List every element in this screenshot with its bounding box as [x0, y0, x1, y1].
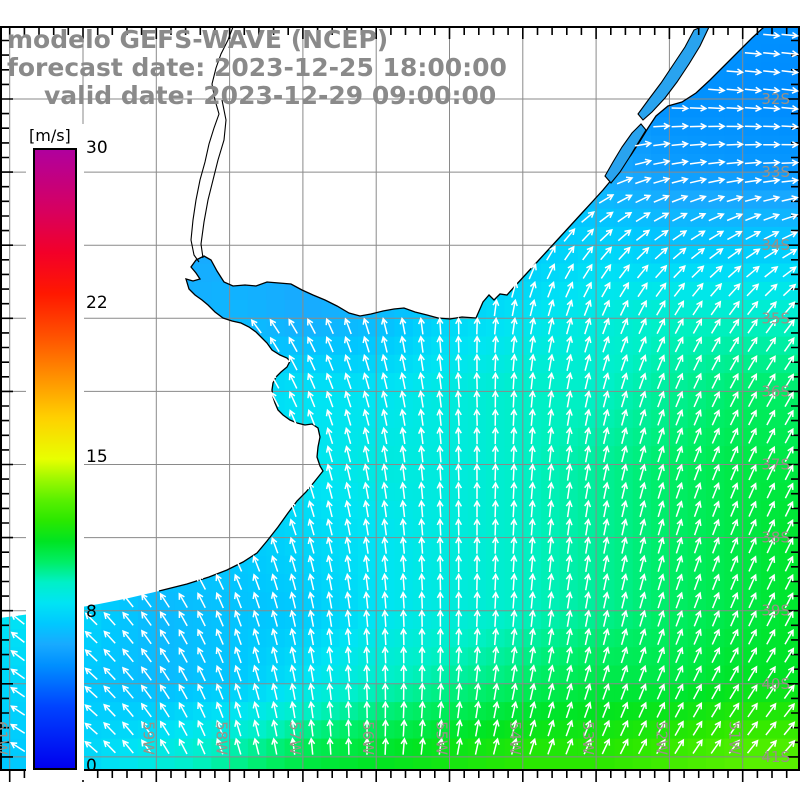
grid-lines-layer — [1, 27, 799, 770]
geo-labels-layer: 61W60W59W58W57W56W55W54W53W52W51W32S33S3… — [0, 90, 790, 766]
axis-ticks — [2, 28, 798, 782]
colorbar-tick-label: 15 — [86, 447, 108, 467]
wind-arrows-layer — [9, 31, 800, 755]
colorbar-tick-label: 0 — [86, 756, 97, 776]
colorbar-tick-label: 8 — [86, 602, 97, 622]
coastline-layer — [158, 26, 765, 592]
colorbar-unit-label: [m/s] — [29, 126, 71, 145]
lat-label: 41S — [761, 748, 790, 766]
lat-label: 33S — [761, 163, 790, 181]
lat-label: 40S — [761, 675, 790, 693]
lon-label: 61W — [0, 721, 11, 755]
lat-label: 39S — [761, 602, 790, 620]
map-frame-layer — [0, 26, 800, 782]
lat-label: 32S — [761, 90, 790, 108]
lon-label: 51W — [726, 721, 744, 755]
colorbar-gradient — [33, 148, 77, 770]
lon-label: 57W — [286, 721, 304, 755]
lat-label: 36S — [761, 382, 790, 400]
colorbar: [m/s] 30 22 15 8 0 — [26, 124, 108, 780]
lat-label: 35S — [761, 309, 790, 327]
lat-label: 37S — [761, 456, 790, 474]
colorbar-tick-label: 30 — [86, 138, 108, 158]
wind-arrows — [9, 31, 800, 755]
lon-label: 52W — [652, 721, 670, 755]
lat-label: 38S — [761, 529, 790, 547]
colorbar-tick-label: 22 — [86, 293, 108, 313]
land-layer — [0, 27, 764, 618]
lon-label: 56W — [359, 721, 377, 755]
lon-label: 55W — [433, 721, 451, 755]
lon-label: 58W — [213, 721, 231, 755]
lon-label: 59W — [139, 721, 157, 755]
lon-label: 54W — [506, 721, 524, 755]
lon-label: 53W — [579, 721, 597, 755]
lat-label: 34S — [761, 236, 790, 254]
